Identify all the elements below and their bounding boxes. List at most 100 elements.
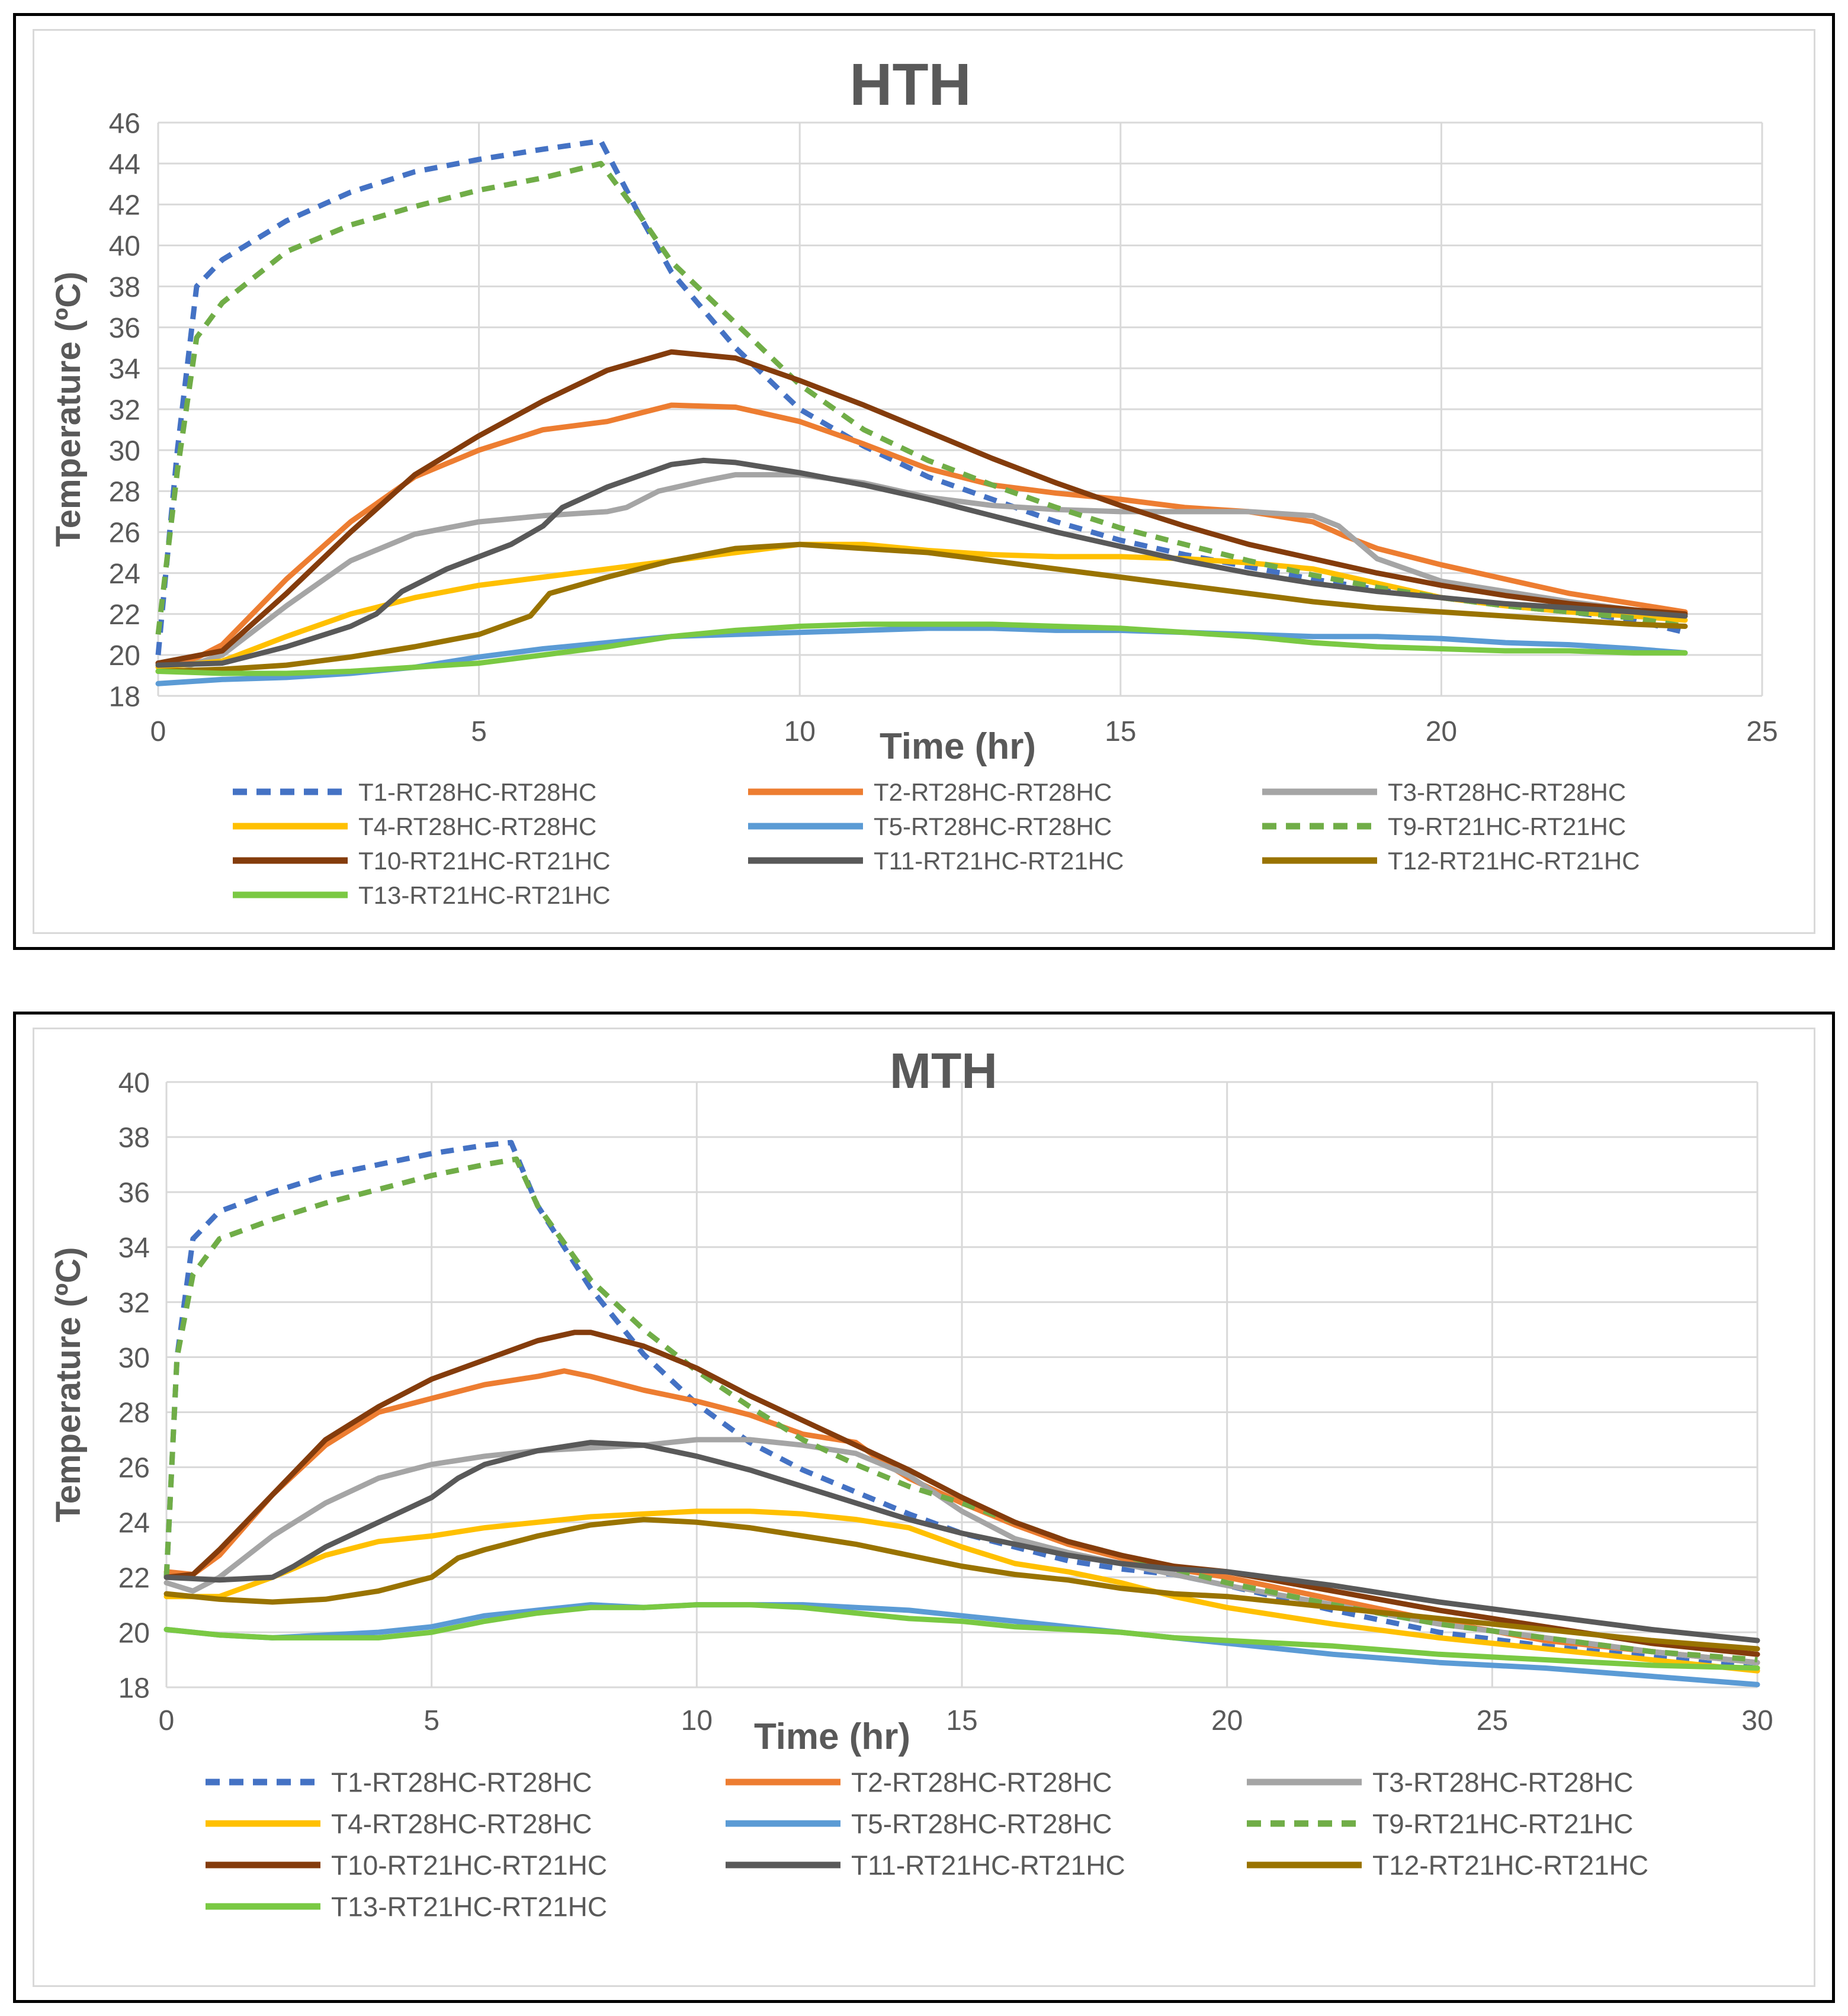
hth-series-t10-rt21hc-rt21hc bbox=[155, 349, 1688, 666]
hth-xtick-label: 20 bbox=[1426, 716, 1457, 747]
hth-legend-item-t9-rt21hc-rt21hc: T9-RT21HC-RT21HC bbox=[1262, 813, 1626, 840]
mth-ytick-label: 34 bbox=[118, 1232, 150, 1264]
mth-series-t5-rt28hc-rt28hc bbox=[163, 1602, 1760, 1687]
mth-ytick-label: 18 bbox=[118, 1672, 150, 1704]
hth-ytick-label: 28 bbox=[109, 477, 140, 508]
hth-ytick-label: 40 bbox=[109, 231, 140, 262]
mth-legend-item-t5-rt28hc-rt28hc: T5-RT28HC-RT28HC bbox=[726, 1809, 1112, 1840]
hth-legend-label: T10-RT21HC-RT21HC bbox=[358, 847, 611, 875]
hth-legend-item-t12-rt21hc-rt21hc: T12-RT21HC-RT21HC bbox=[1262, 847, 1640, 875]
mth-chart-frame bbox=[33, 1028, 1815, 1987]
mth-xtick-label: 5 bbox=[424, 1705, 439, 1736]
mth-xtick-label: 10 bbox=[681, 1705, 713, 1736]
hth-chart-panel: 18 20 22 24 26 28 30 32 34 36 38 40 42 44 46 0 5 10 15 20 25… bbox=[13, 13, 1835, 950]
hth-xtick-label: 0 bbox=[150, 716, 166, 747]
mth-xtick-label: 0 bbox=[159, 1705, 175, 1736]
mth-series-t11-rt21hc-rt21hc bbox=[163, 1440, 1760, 1643]
hth-legend-item-t5-rt28hc-rt28hc: T5-RT28HC-RT28HC bbox=[748, 813, 1112, 840]
mth-xtick-label: 30 bbox=[1741, 1705, 1773, 1736]
mth-legend-label: T9-RT21HC-RT21HC bbox=[1372, 1809, 1634, 1840]
hth-legend-item-t1-rt28hc-rt28hc: T1-RT28HC-RT28HC bbox=[233, 778, 596, 806]
mth-ytick-label: 20 bbox=[118, 1617, 150, 1649]
mth-series-lines bbox=[163, 1139, 1760, 1687]
hth-series-t5-rt28hc-rt28hc bbox=[155, 625, 1688, 686]
mth-series-t10-rt21hc-rt21hc bbox=[163, 1330, 1760, 1657]
mth-ytick-label: 28 bbox=[118, 1398, 150, 1429]
hth-ytick-label: 36 bbox=[109, 313, 140, 344]
hth-series-t1-rt28hc-rt28hc bbox=[155, 138, 1686, 656]
hth-ytick-label: 44 bbox=[109, 149, 140, 180]
hth-chart-frame bbox=[33, 29, 1815, 934]
mth-ytick-label: 40 bbox=[118, 1067, 150, 1099]
hth-legend-item-t10-rt21hc-rt21hc: T10-RT21HC-RT21HC bbox=[233, 847, 611, 875]
hth-series-t2-rt28hc-rt28hc bbox=[155, 402, 1688, 666]
mth-legend-item-t4-rt28hc-rt28hc: T4-RT28HC-RT28HC bbox=[206, 1809, 592, 1840]
hth-series-t13-rt21hc-rt21hc bbox=[155, 621, 1688, 676]
hth-ytick-label: 20 bbox=[109, 640, 140, 672]
mth-legend-item-t3-rt28hc-rt28hc: T3-RT28HC-RT28HC bbox=[1247, 1767, 1634, 1798]
hth-legend-item-t11-rt21hc-rt21hc: T11-RT21HC-RT21HC bbox=[748, 847, 1124, 875]
mth-series-t2-rt28hc-rt28hc bbox=[163, 1368, 1760, 1665]
mth-legend-item-t13-rt21hc-rt21hc: T13-RT21HC-RT21HC bbox=[206, 1892, 607, 1922]
hth-xtick-label: 15 bbox=[1105, 716, 1136, 747]
mth-legend-item-t11-rt21hc-rt21hc: T11-RT21HC-RT21HC bbox=[726, 1850, 1125, 1881]
hth-legend-label: T4-RT28HC-RT28HC bbox=[358, 813, 596, 840]
hth-legend-label: T12-RT21HC-RT21HC bbox=[1388, 847, 1640, 875]
hth-legend: T1-RT28HC-RT28HC T2-RT28HC-RT28HC T3-RT28H… bbox=[233, 778, 1640, 909]
mth-legend-label: T5-RT28HC-RT28HC bbox=[851, 1809, 1112, 1840]
hth-legend-label: T9-RT21HC-RT21HC bbox=[1388, 813, 1626, 840]
mth-legend-label: T2-RT28HC-RT28HC bbox=[851, 1767, 1112, 1798]
mth-legend-label: T1-RT28HC-RT28HC bbox=[331, 1767, 592, 1798]
hth-xtick-label: 25 bbox=[1746, 716, 1778, 747]
mth-ytick-label: 26 bbox=[118, 1453, 150, 1484]
hth-series-t9-rt21hc-rt21hc bbox=[155, 160, 1686, 635]
mth-series-t9-rt21hc-rt21hc bbox=[163, 1156, 1758, 1662]
mth-legend-label: T3-RT28HC-RT28HC bbox=[1372, 1767, 1634, 1798]
mth-legend-label: T4-RT28HC-RT28HC bbox=[331, 1809, 592, 1840]
mth-xtick-label: 20 bbox=[1211, 1705, 1243, 1736]
hth-xtick-label: 10 bbox=[784, 716, 816, 747]
mth-ytick-label: 22 bbox=[118, 1562, 150, 1594]
hth-ytick-label: 26 bbox=[109, 518, 140, 549]
hth-series-lines bbox=[155, 138, 1688, 686]
mth-gridlines bbox=[165, 1081, 1759, 1688]
hth-legend-item-t2-rt28hc-rt28hc: T2-RT28HC-RT28HC bbox=[748, 778, 1112, 806]
mth-series-t13-rt21hc-rt21hc bbox=[163, 1602, 1760, 1671]
mth-legend-label: T13-RT21HC-RT21HC bbox=[331, 1892, 607, 1922]
hth-legend-label: T13-RT21HC-RT21HC bbox=[358, 881, 611, 909]
mth-legend-item-t1-rt28hc-rt28hc: T1-RT28HC-RT28HC bbox=[206, 1767, 592, 1798]
hth-y-axis-label: Temperature (ºC) bbox=[49, 272, 88, 547]
hth-series-t11-rt21hc-rt21hc bbox=[155, 457, 1688, 668]
mth-x-axis-label: Time (hr) bbox=[754, 1716, 910, 1757]
mth-legend-label: T10-RT21HC-RT21HC bbox=[331, 1850, 607, 1881]
hth-ytick-label: 32 bbox=[109, 394, 140, 426]
hth-ytick-label: 38 bbox=[109, 272, 140, 303]
mth-legend-item-t2-rt28hc-rt28hc: T2-RT28HC-RT28HC bbox=[726, 1767, 1112, 1798]
mth-legend-label: T12-RT21HC-RT21HC bbox=[1372, 1850, 1648, 1881]
hth-xtick-label: 5 bbox=[471, 716, 487, 747]
hth-legend-label: T3-RT28HC-RT28HC bbox=[1388, 778, 1626, 806]
hth-legend-label: T2-RT28HC-RT28HC bbox=[874, 778, 1112, 806]
mth-legend-label: T11-RT21HC-RT21HC bbox=[851, 1850, 1125, 1881]
hth-legend-item-t13-rt21hc-rt21hc: T13-RT21HC-RT21HC bbox=[233, 881, 611, 909]
hth-series-t12-rt21hc-rt21hc bbox=[155, 541, 1688, 674]
mth-legend-item-t10-rt21hc-rt21hc: T10-RT21HC-RT21HC bbox=[206, 1850, 607, 1881]
hth-ytick-label: 18 bbox=[109, 681, 140, 712]
hth-chart-title: HTH bbox=[849, 52, 971, 118]
mth-ytick-label: 38 bbox=[118, 1122, 150, 1154]
hth-ytick-label: 34 bbox=[109, 354, 140, 385]
hth-legend-label: T11-RT21HC-RT21HC bbox=[874, 847, 1124, 875]
hth-legend-item-t4-rt28hc-rt28hc: T4-RT28HC-RT28HC bbox=[233, 813, 596, 840]
mth-legend-item-t12-rt21hc-rt21hc: T12-RT21HC-RT21HC bbox=[1247, 1850, 1648, 1881]
mth-ytick-label: 24 bbox=[118, 1508, 150, 1539]
hth-ytick-label: 22 bbox=[109, 599, 140, 631]
mth-y-axis-label: Temperature (ºC) bbox=[49, 1247, 88, 1523]
hth-chart: 18 20 22 24 26 28 30 32 34 36 38 40 42 44 46 0 5 10 15 20 25… bbox=[49, 52, 1778, 909]
hth-ytick-label: 46 bbox=[109, 108, 140, 139]
mth-chart: 18 20 22 24 26 28 30 32 34 36 38 40 0 5 10 15 20 25 30 MTH T… bbox=[49, 1043, 1773, 1922]
mth-xtick-label: 15 bbox=[946, 1705, 977, 1736]
mth-legend: T1-RT28HC-RT28HC T2-RT28HC-RT28HC T3-RT28H… bbox=[206, 1767, 1648, 1922]
hth-x-axis-label: Time (hr) bbox=[880, 726, 1036, 767]
mth-series-t4-rt28hc-rt28hc bbox=[163, 1508, 1760, 1674]
hth-ytick-label: 30 bbox=[109, 435, 140, 467]
